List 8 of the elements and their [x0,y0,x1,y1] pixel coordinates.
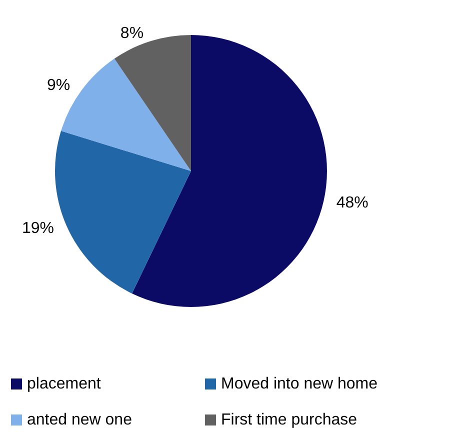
legend-label: Moved into new home [221,376,378,392]
legend-label: anted new one [27,412,132,428]
data-label: 8% [120,24,144,42]
data-label: 48% [336,194,368,212]
legend-label: placement [27,376,102,392]
data-label: 19% [22,220,54,238]
data-label: 9% [47,76,70,94]
legend-label: First time purchase [221,412,358,428]
